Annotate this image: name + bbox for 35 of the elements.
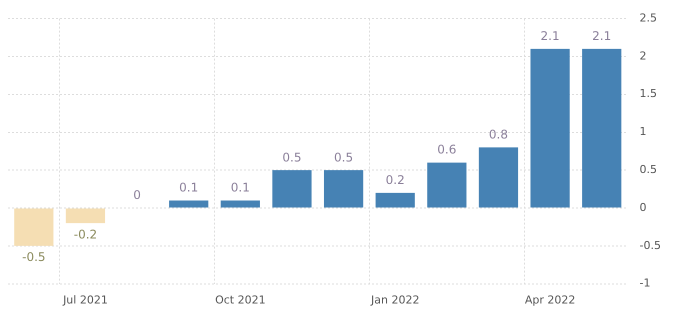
data-label: 2.1 [592, 29, 612, 44]
y-tick-label: 2.5 [640, 11, 658, 24]
x-tick-label: Apr 2022 [524, 293, 576, 306]
data-label: 0.6 [437, 142, 456, 157]
bar [427, 162, 466, 208]
bar [66, 208, 106, 224]
bar [272, 170, 312, 208]
x-tick-label: Oct 2021 [215, 293, 266, 306]
y-tick-label: 2 [640, 49, 647, 62]
y-tick-label: 0.5 [640, 163, 658, 176]
bar [14, 208, 54, 246]
y-tick-label: 1.5 [640, 87, 658, 100]
data-label: 0.8 [488, 128, 508, 142]
bar [324, 170, 364, 208]
data-label: 0.1 [179, 180, 198, 195]
data-label: -0.5 [22, 250, 46, 264]
data-label: 2.1 [540, 29, 560, 44]
y-tick-label: 0 [640, 200, 647, 214]
x-tick-label: Jul 2021 [62, 293, 108, 306]
data-label: 0 [133, 188, 141, 202]
x-tick-label: Jan 2022 [370, 293, 420, 306]
bar [530, 48, 570, 208]
bar [582, 48, 622, 208]
bar [220, 200, 260, 208]
y-tick-label: -0.5 [640, 238, 662, 252]
bar [169, 200, 208, 208]
data-label: -0.2 [74, 227, 98, 242]
data-label: 0.5 [282, 150, 302, 164]
data-label: 0.2 [386, 173, 405, 187]
bar [376, 192, 415, 208]
data-label: 0.1 [230, 180, 250, 195]
data-label: 0.5 [334, 150, 354, 164]
bar [478, 147, 518, 208]
y-tick-label: -1 [640, 276, 651, 290]
y-tick-label: 1 [640, 125, 647, 138]
